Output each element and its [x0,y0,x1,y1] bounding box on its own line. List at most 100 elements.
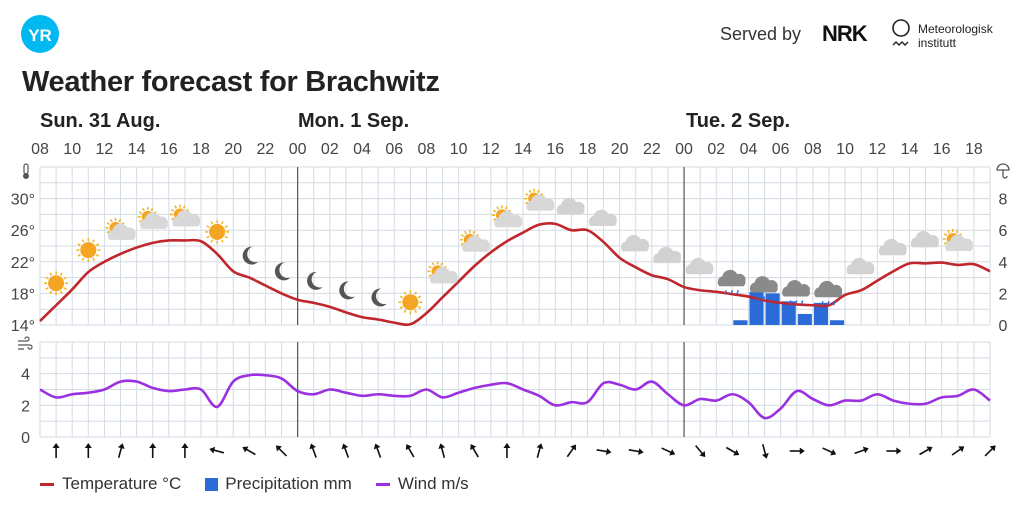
sun-ray [399,295,403,299]
arrow-head [309,443,316,450]
temperature-tick-label: 26° [11,223,35,240]
hour-tick-label: 22 [257,141,275,158]
sun-ray [150,207,154,212]
arrow-head [862,446,869,454]
sun-ray [943,233,948,237]
sun-ray [210,221,214,225]
arrow-head [438,443,446,450]
legend-precipitation-label: Precipitation mm [225,474,352,493]
raindrop [826,301,830,306]
sun-ray [464,230,467,235]
met-logo[interactable]: Meteorologisk institutt [918,22,993,50]
yr-logo[interactable]: YR [20,14,62,54]
raindrop [794,300,798,305]
arrow-head [638,448,644,455]
sun-ray [525,201,529,205]
wind-direction-arrow-icon [596,448,612,455]
arrow-head [209,446,216,454]
partly-cloudy-icon [105,217,136,240]
hour-tick-label: 08 [418,141,436,158]
hour-tick-label: 18 [579,141,597,158]
arrow-head [699,451,706,458]
sun-icon [398,290,423,315]
sun-ray [63,287,67,290]
wind-direction-arrow-icon [919,446,933,456]
precipitation-bar [733,320,748,325]
partly-cloudy-icon [459,229,490,252]
moon-shape [339,281,355,300]
precipitation-bar [813,302,828,325]
wind-direction-arrow-icon [761,444,769,459]
raindrop [768,296,772,301]
partly-cloudy-icon [491,205,523,228]
sun-ray [504,206,508,210]
arrow-head [470,444,477,451]
raindrop [800,300,804,305]
hour-tick-label: 20 [224,141,242,158]
raindrop [820,301,824,306]
arrow-head [275,445,282,452]
day-label: Mon. 1 Sep. [298,110,410,132]
sun-ray [943,241,948,245]
moon-icon [307,271,323,290]
arrow-head [989,445,996,452]
rain-icon [782,280,810,305]
sun-icon [44,271,69,296]
arrow-head [896,447,902,455]
sun-ray [472,230,476,235]
legend-precipitation-swatch [205,477,219,491]
moon-icon [242,246,259,265]
temperature-tick-label: 18° [11,286,35,303]
arrow-head [733,449,740,456]
raindrop [730,289,734,295]
umbrella-icon [996,163,1010,179]
sun-ray [403,291,407,295]
cloud-shape [494,210,523,228]
hour-tick-label: 00 [289,141,307,158]
grid [39,166,991,326]
wind-line [39,373,991,420]
sun-ray [59,290,63,295]
wind-direction-arrow-icon [438,443,446,458]
cloud-icon [621,234,649,252]
hour-tick-label: 16 [546,141,564,158]
cloud-icon [910,230,939,248]
rain-icon [814,280,843,306]
cloud-shape [429,266,458,284]
sun-ray [81,239,85,243]
hour-tick-label: 10 [450,141,468,158]
legend: Temperature °C Precipitation mm Wind m/s [40,474,493,494]
moon-shape [307,271,323,290]
wind-direction-arrow-icon [470,444,479,458]
sun-ray [138,219,143,223]
arrow-head [605,448,612,455]
sun-ray [81,257,85,261]
hour-tick-label: 18 [965,141,983,158]
nrk-logo[interactable]: NRK [822,21,868,46]
hour-tick-label: 22 [643,141,661,158]
met-logo-line2: institutt [918,36,957,50]
raindrop [832,301,836,306]
sun-ray [492,218,497,221]
thermometer-bulb [23,173,29,179]
hour-tick-label: 06 [772,141,790,158]
hour-tick-label: 14 [128,141,146,158]
cloud-icon [846,257,875,275]
partly-cloudy-icon [942,228,973,251]
hour-tick-label: 14 [514,141,532,158]
legend-wind: Wind m/s [375,474,469,494]
arrow-head [926,446,933,453]
sun-disc [402,294,419,311]
cloud-shape [878,238,907,256]
hour-tick-label: 06 [385,141,403,158]
sun-ray [92,239,95,243]
cloud-shape [945,234,973,251]
sun-icon [205,219,230,244]
sun-ray [49,290,53,295]
hour-tick-label: 08 [31,141,49,158]
sun-ray [460,242,465,246]
sun-ray [428,274,432,277]
raindrop [762,296,766,301]
arrow-head [341,443,349,450]
